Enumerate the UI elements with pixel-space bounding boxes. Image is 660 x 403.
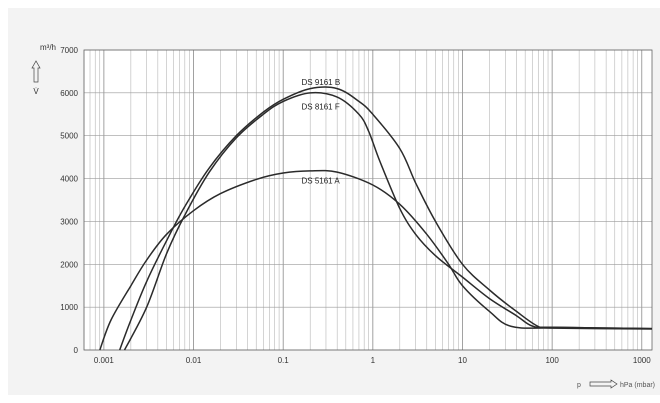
series-line-ds-8161-f [123,91,653,351]
grid-layer: 0 1000 2000 3000 4000 5000 6000 7000 0.001 0.01 0.… [60,46,653,365]
plot-frame [83,49,653,351]
x-tick-label: 0.01 [186,356,202,365]
x-axis-p-label: p [577,382,581,389]
series-label-ds-9161-b: DS 9161 B [301,78,340,87]
y-tick-label: 2000 [60,260,78,269]
y-axis-symbol: V̇ [33,87,39,96]
axis-layer: m³/h V̇ p hPa (mbar) [31,43,655,389]
chart-panel: 0 1000 2000 3000 4000 5000 6000 7000 0.001 0.01 0.… [8,8,660,395]
series-label-ds-8161-f: DS 8161 F [301,103,339,112]
right-arrow-icon [589,379,618,389]
y-tick-label: 5000 [60,132,78,141]
series-line-ds-5161-a [99,169,653,351]
y-tick-label: 0 [74,346,79,355]
x-tick-label: 1000 [633,356,651,365]
y-tick-label: 1000 [60,303,78,312]
series-label-layer: DS 9161 B DS 8161 F DS 5161 A [301,78,340,186]
series-layer [99,86,653,351]
x-axis-unit-label: hPa (mbar) [620,382,655,389]
y-tick-label: 4000 [60,175,78,184]
chart-svg: 0 1000 2000 3000 4000 5000 6000 7000 0.001 0.01 0.… [31,43,655,389]
y-tick-label: 3000 [60,217,78,226]
series-line-ds-9161-b [118,86,653,351]
x-tick-label: 1 [371,356,376,365]
plot-area [84,50,652,350]
y-tick-label: 7000 [60,46,78,55]
x-tick-label: 0.001 [94,356,115,365]
x-tick-label: 0.1 [278,356,290,365]
y-axis-unit-label: m³/h [40,43,56,52]
x-tick-label: 10 [458,356,467,365]
x-tick-label: 100 [545,356,559,365]
up-arrow-icon [31,60,41,83]
series-label-ds-5161-a: DS 5161 A [301,177,340,186]
y-tick-label: 6000 [60,89,78,98]
